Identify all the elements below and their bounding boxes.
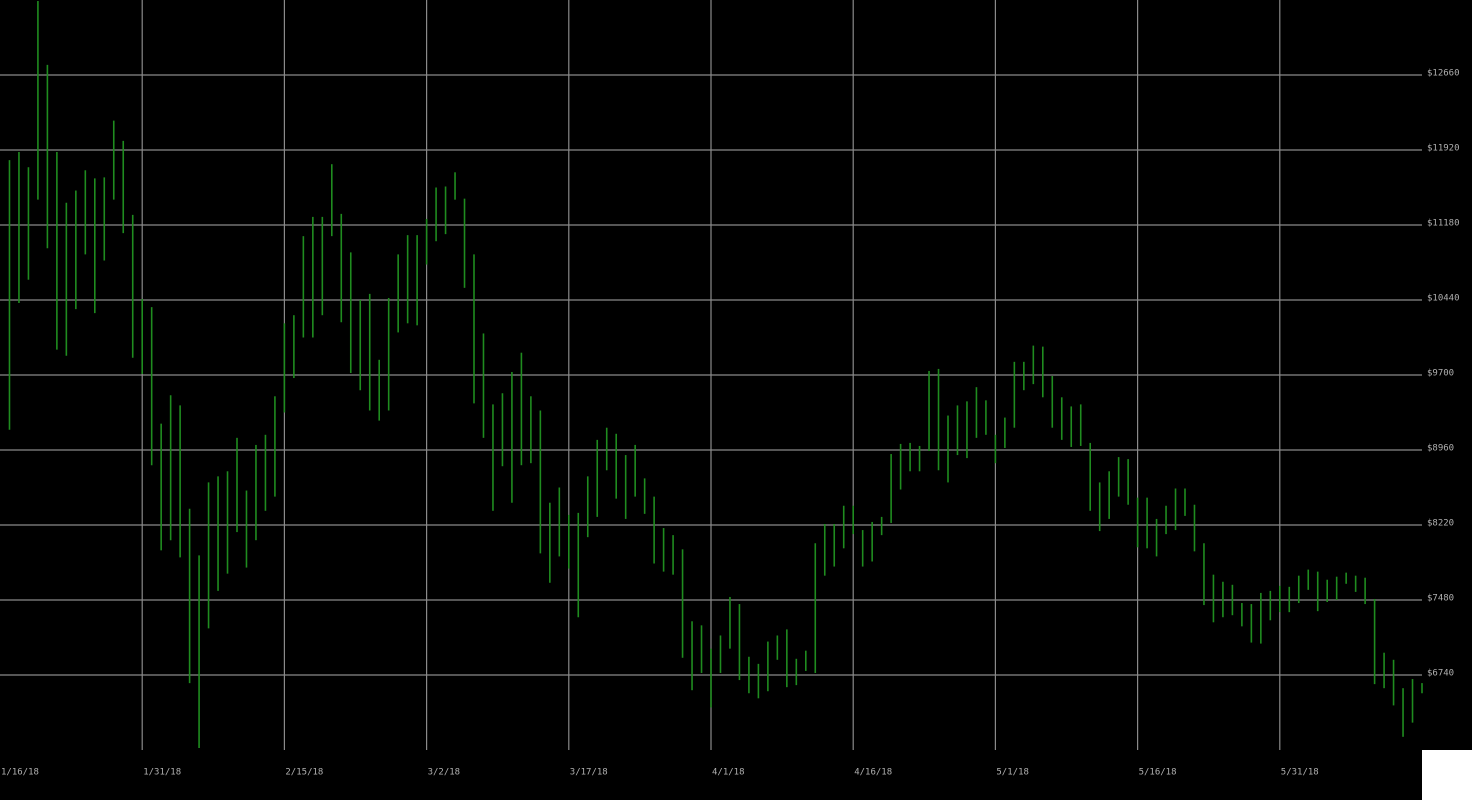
x-tick-label: 5/1/18 bbox=[996, 768, 1029, 778]
x-tick-label: 4/16/18 bbox=[854, 768, 892, 778]
x-tick-label: 2/15/18 bbox=[285, 768, 323, 778]
x-tick-label: 4/1/18 bbox=[712, 768, 745, 778]
y-tick-label: $7480 bbox=[1427, 594, 1454, 604]
y-tick-label: $10440 bbox=[1427, 294, 1460, 304]
y-tick-label: $11920 bbox=[1427, 144, 1460, 154]
y-tick-label: $12660 bbox=[1427, 69, 1460, 79]
y-tick-label: $11180 bbox=[1427, 219, 1460, 229]
x-tick-label: 1/16/18 bbox=[1, 768, 39, 778]
y-tick-label: $6740 bbox=[1427, 669, 1454, 679]
y-tick-label: $8960 bbox=[1427, 444, 1454, 454]
corner bbox=[1422, 750, 1472, 800]
x-tick-label: 5/31/18 bbox=[1281, 768, 1319, 778]
x-tick-label: 5/16/18 bbox=[1139, 768, 1177, 778]
x-tick-label: 3/2/18 bbox=[428, 768, 461, 778]
y-tick-label: $8220 bbox=[1427, 519, 1454, 529]
x-tick-label: 3/17/18 bbox=[570, 768, 608, 778]
y-tick-label: $9700 bbox=[1427, 369, 1454, 379]
x-tick-label: 1/31/18 bbox=[143, 768, 181, 778]
